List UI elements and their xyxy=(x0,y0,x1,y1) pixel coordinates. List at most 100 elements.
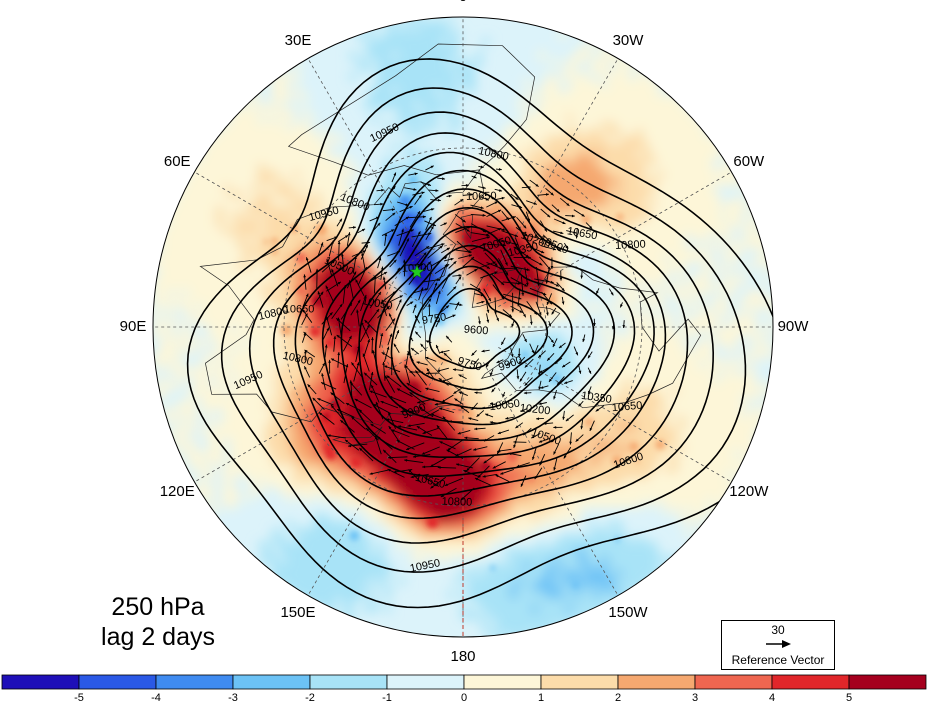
anomaly-cell xyxy=(419,269,427,277)
anomaly-cell xyxy=(706,283,714,291)
anomaly-cell xyxy=(531,248,539,256)
anomaly-cell xyxy=(643,563,651,571)
anomaly-cell xyxy=(293,563,301,571)
anomaly-cell xyxy=(601,171,609,179)
anomaly-cell xyxy=(342,360,350,368)
anomaly-cell xyxy=(615,150,623,158)
anomaly-cell xyxy=(524,521,532,529)
anomaly-cell xyxy=(573,108,581,116)
anomaly-cell xyxy=(237,122,245,130)
anomaly-cell xyxy=(475,374,483,382)
anomaly-cell xyxy=(580,402,588,410)
anomaly-cell xyxy=(482,255,490,263)
anomaly-cell xyxy=(216,199,224,207)
anomaly-cell xyxy=(237,444,245,452)
anomaly-cell xyxy=(629,283,637,291)
anomaly-cell xyxy=(587,591,595,599)
anomaly-cell xyxy=(384,318,392,326)
anomaly-cell xyxy=(349,290,357,298)
anomaly-cell xyxy=(286,227,294,235)
anomaly-cell xyxy=(587,451,595,459)
anomaly-cell xyxy=(566,157,574,165)
anomaly-cell xyxy=(734,241,742,249)
anomaly-cell xyxy=(475,500,483,508)
anomaly-cell xyxy=(454,577,462,585)
anomaly-cell xyxy=(181,283,189,291)
anomaly-cell xyxy=(566,346,574,354)
anomaly-cell xyxy=(510,395,518,403)
anomaly-cell xyxy=(594,416,602,424)
anomaly-cell xyxy=(629,304,637,312)
anomaly-cell xyxy=(230,353,238,361)
anomaly-cell xyxy=(580,94,588,102)
anomaly-cell xyxy=(622,374,630,382)
anomaly-cell xyxy=(664,346,672,354)
anomaly-cell xyxy=(503,276,511,284)
anomaly-cell xyxy=(531,185,539,193)
anomaly-cell xyxy=(615,227,623,235)
anomaly-cell xyxy=(202,353,210,361)
anomaly-cell xyxy=(293,367,301,375)
anomaly-cell xyxy=(356,395,364,403)
anomaly-cell xyxy=(699,269,707,277)
anomaly-cell xyxy=(650,479,658,487)
anomaly-cell xyxy=(384,31,392,39)
anomaly-cell xyxy=(552,220,560,228)
anomaly-cell xyxy=(594,598,602,606)
anomaly-cell xyxy=(671,409,679,417)
anomaly-cell xyxy=(482,528,490,536)
anomaly-cell xyxy=(510,171,518,179)
anomaly-cell xyxy=(587,535,595,543)
anomaly-cell xyxy=(678,129,686,137)
anomaly-cell xyxy=(517,325,525,333)
anomaly-cell xyxy=(734,402,742,410)
anomaly-cell xyxy=(440,73,448,81)
anomaly-cell xyxy=(566,213,574,221)
anomaly-cell xyxy=(398,409,406,417)
anomaly-cell xyxy=(538,353,546,361)
anomaly-cell xyxy=(321,325,329,333)
anomaly-cell xyxy=(734,437,742,445)
anomaly-cell xyxy=(153,325,161,333)
anomaly-cell xyxy=(671,178,679,186)
anomaly-cell xyxy=(734,360,742,368)
anomaly-cell xyxy=(412,486,420,494)
anomaly-cell xyxy=(293,213,301,221)
anomaly-cell xyxy=(489,234,497,242)
anomaly-cell xyxy=(587,171,595,179)
anomaly-cell xyxy=(370,304,378,312)
anomaly-cell xyxy=(643,227,651,235)
anomaly-cell xyxy=(524,122,532,130)
anomaly-cell xyxy=(510,199,518,207)
anomaly-cell xyxy=(405,80,413,88)
anomaly-cell xyxy=(524,262,532,270)
anomaly-cell xyxy=(412,535,420,543)
anomaly-cell xyxy=(251,87,259,95)
anomaly-cell xyxy=(272,129,280,137)
anomaly-cell xyxy=(454,339,462,347)
anomaly-cell xyxy=(482,185,490,193)
anomaly-cell xyxy=(265,549,273,557)
anomaly-cell xyxy=(608,115,616,123)
anomaly-cell xyxy=(580,80,588,88)
anomaly-cell xyxy=(181,199,189,207)
anomaly-cell xyxy=(552,521,560,529)
anomaly-cell xyxy=(300,248,308,256)
anomaly-cell xyxy=(237,451,245,459)
anomaly-cell xyxy=(391,297,399,305)
anomaly-cell xyxy=(510,227,518,235)
anomaly-cell xyxy=(454,66,462,74)
anomaly-cell xyxy=(300,325,308,333)
anomaly-cell xyxy=(335,206,343,214)
anomaly-cell xyxy=(279,80,287,88)
anomaly-cell xyxy=(531,367,539,375)
anomaly-cell xyxy=(615,416,623,424)
anomaly-cell xyxy=(244,178,252,186)
anomaly-cell xyxy=(419,318,427,326)
anomaly-cell xyxy=(412,52,420,60)
anomaly-cell xyxy=(671,234,679,242)
anomaly-cell xyxy=(559,73,567,81)
anomaly-cell xyxy=(489,311,497,319)
anomaly-cell xyxy=(461,346,469,354)
anomaly-cell xyxy=(251,311,259,319)
